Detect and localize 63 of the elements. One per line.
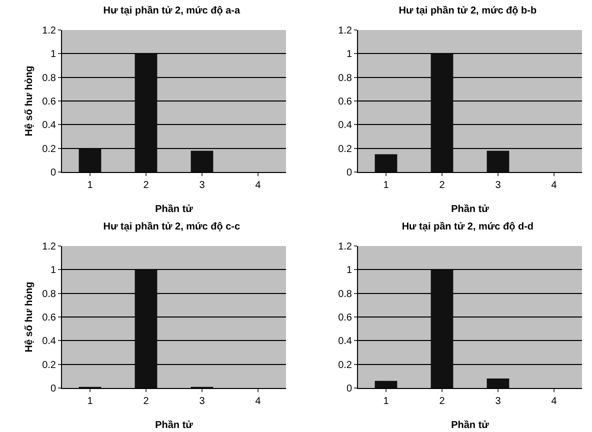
bar bbox=[374, 380, 398, 388]
y-tick-label: 1.2 bbox=[42, 26, 56, 36]
bar bbox=[190, 150, 214, 172]
y-tick-label: 0.8 bbox=[42, 72, 56, 84]
x-tick-label: 4 bbox=[255, 180, 262, 191]
x-tick-label: 2 bbox=[143, 180, 150, 191]
bar bbox=[430, 54, 454, 172]
chart-title: Hư tại phần tử 2, mức độ b-b bbox=[398, 5, 537, 16]
x-tick-label: 4 bbox=[551, 396, 558, 407]
y-tick-label: 0 bbox=[346, 384, 352, 394]
bar bbox=[486, 378, 510, 388]
y-tick-label: 1 bbox=[50, 49, 56, 60]
bar bbox=[486, 150, 510, 172]
x-tick-label: 4 bbox=[551, 180, 558, 191]
x-tick-label: 2 bbox=[439, 180, 446, 191]
x-tick-label: 4 bbox=[255, 396, 262, 407]
y-tick-label: 1 bbox=[346, 265, 352, 276]
x-tick-label: 3 bbox=[495, 180, 502, 191]
x-axis-title: Phần tử bbox=[155, 420, 194, 431]
x-axis-title: Phần tử bbox=[451, 420, 490, 431]
chart-title: Hư tại phần tử 2, mức độ c-c bbox=[103, 221, 240, 232]
x-tick-label: 3 bbox=[199, 180, 206, 191]
bar bbox=[430, 270, 454, 388]
x-tick-label: 1 bbox=[383, 180, 390, 191]
y-tick-label: 0 bbox=[346, 168, 352, 178]
chart-title: Hư tại pần tử 2, mức độ d-d bbox=[402, 221, 534, 232]
x-tick-label: 3 bbox=[199, 396, 206, 407]
y-tick-label: 0.4 bbox=[338, 336, 352, 348]
y-tick-label: 0.8 bbox=[338, 72, 352, 84]
y-tick-label: 0.6 bbox=[42, 312, 56, 324]
x-tick-label: 1 bbox=[87, 396, 94, 407]
y-tick-label: 0 bbox=[50, 384, 56, 394]
y-tick-label: 1 bbox=[50, 265, 56, 276]
y-tick-label: 1.2 bbox=[338, 242, 352, 252]
y-tick-label: 0 bbox=[50, 168, 56, 178]
x-tick-label: 2 bbox=[143, 396, 150, 407]
x-axis-title: Phần tử bbox=[155, 204, 194, 215]
y-axis-title: Hệ số hư hỏng bbox=[24, 282, 35, 352]
x-tick-label: 2 bbox=[439, 396, 446, 407]
x-tick-label: 3 bbox=[495, 396, 502, 407]
y-tick-label: 0.6 bbox=[42, 96, 56, 108]
bar bbox=[134, 54, 158, 172]
y-tick-label: 0.6 bbox=[338, 312, 352, 324]
y-tick-label: 0.2 bbox=[42, 360, 56, 371]
y-tick-label: 1.2 bbox=[338, 26, 352, 36]
y-tick-label: 0.4 bbox=[42, 336, 56, 348]
y-tick-label: 0.4 bbox=[42, 120, 56, 132]
y-tick-label: 1 bbox=[346, 49, 352, 60]
y-tick-label: 0.8 bbox=[338, 288, 352, 300]
x-axis-title: Phần tử bbox=[451, 204, 490, 215]
y-tick-label: 0.8 bbox=[42, 288, 56, 300]
x-tick-label: 1 bbox=[87, 180, 94, 191]
y-axis-title: Hệ số hư hỏng bbox=[24, 66, 35, 136]
y-tick-label: 0.2 bbox=[42, 144, 56, 155]
y-tick-label: 0.6 bbox=[338, 96, 352, 108]
bar bbox=[78, 148, 102, 172]
y-tick-label: 0.4 bbox=[338, 120, 352, 132]
x-tick-label: 1 bbox=[383, 396, 390, 407]
y-tick-label: 0.2 bbox=[338, 360, 352, 371]
y-tick-label: 1.2 bbox=[42, 242, 56, 252]
y-tick-label: 0.2 bbox=[338, 144, 352, 155]
chart-title: Hư tại phần tử 2, mức độ a-a bbox=[103, 5, 240, 16]
bar bbox=[374, 154, 398, 172]
